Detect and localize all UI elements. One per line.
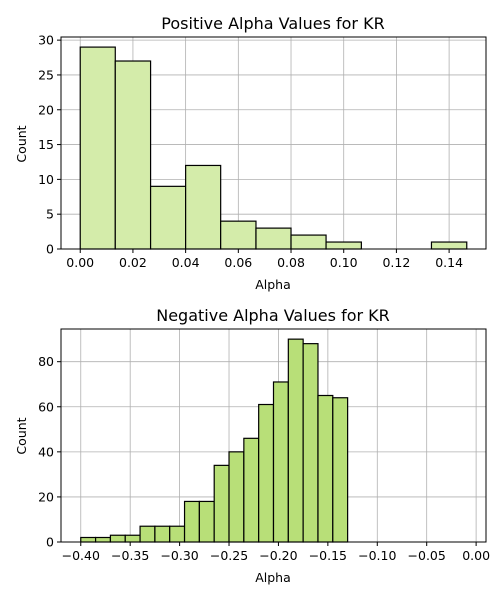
- x-tick-label: −0.35: [111, 548, 149, 563]
- histogram-bar: [94, 536, 112, 543]
- histogram-bar: [213, 464, 230, 543]
- histogram-bar: [287, 338, 304, 543]
- x-axis-label: Alpha: [255, 570, 291, 585]
- y-axis-label: Count: [14, 125, 29, 162]
- histogram-bar: [228, 451, 245, 543]
- y-tick-label: 20: [38, 489, 54, 504]
- y-tick-label: 5: [46, 207, 54, 222]
- chart-title: Negative Alpha Values for KR: [156, 306, 390, 325]
- histogram-bar: [149, 185, 187, 250]
- y-tick-label: 15: [38, 137, 54, 152]
- x-tick-label: −0.20: [259, 548, 297, 563]
- histogram-bar: [255, 227, 292, 250]
- y-tick-label: 0: [46, 242, 54, 257]
- x-tick-label: −0.05: [408, 548, 446, 563]
- x-tick-label: 0.06: [224, 255, 252, 270]
- histogram-bar: [183, 500, 200, 543]
- y-tick-label: 20: [38, 102, 54, 117]
- histogram-bar: [124, 534, 141, 543]
- x-tick-label: 0.04: [172, 255, 200, 270]
- histogram-bar: [243, 437, 260, 543]
- axes-frame: [60, 36, 487, 250]
- y-tick-label: 0: [46, 535, 54, 550]
- x-tick-label: −0.40: [62, 548, 100, 563]
- histogram-bar: [272, 381, 289, 543]
- x-tick-label: 0.10: [330, 255, 358, 270]
- x-tick-label: 0.08: [277, 255, 305, 270]
- histogram-bar: [325, 241, 362, 250]
- histogram-bar: [169, 525, 186, 543]
- histogram-bar: [185, 164, 222, 250]
- histogram-bar: [154, 525, 171, 543]
- histogram-bar: [317, 394, 334, 543]
- x-tick-label: 0.00: [462, 548, 490, 563]
- histogram-bar: [258, 403, 275, 543]
- x-tick-label: 0.14: [435, 255, 463, 270]
- histogram-bar: [198, 500, 215, 543]
- x-tick-label: 0.00: [66, 255, 94, 270]
- histogram-bar: [430, 241, 468, 250]
- positive-alpha-histogram: Positive Alpha Values for KR Alpha Count…: [14, 14, 487, 292]
- x-tick-label: −0.10: [358, 548, 396, 563]
- y-tick-label: 10: [38, 172, 54, 187]
- chart-title: Positive Alpha Values for KR: [161, 14, 384, 33]
- x-tick-label: −0.25: [210, 548, 248, 563]
- histogram-bar: [220, 220, 257, 250]
- histogram-bar: [332, 397, 349, 543]
- histogram-bar: [79, 46, 116, 250]
- histogram-bar: [109, 534, 126, 543]
- negative-alpha-histogram: Negative Alpha Values for KR Alpha Count…: [14, 306, 490, 585]
- y-tick-label: 25: [38, 67, 54, 82]
- x-tick-label: 0.02: [119, 255, 147, 270]
- histogram-bar: [80, 536, 97, 543]
- x-tick-label: 0.12: [382, 255, 410, 270]
- histogram-bar: [139, 525, 156, 543]
- x-tick-label: −0.30: [160, 548, 198, 563]
- histogram-bar: [302, 343, 319, 543]
- y-axis-label: Count: [14, 417, 29, 454]
- histogram-bar: [290, 234, 327, 250]
- y-tick-label: 40: [38, 444, 54, 459]
- x-tick-label: −0.15: [309, 548, 347, 563]
- histogram-bars: [80, 338, 349, 543]
- y-tick-label: 80: [38, 354, 54, 369]
- y-tick-label: 60: [38, 399, 54, 414]
- y-tick-label: 30: [38, 33, 54, 48]
- axes-frame: [60, 328, 487, 543]
- x-axis-label: Alpha: [255, 277, 291, 292]
- histogram-bar: [114, 60, 152, 250]
